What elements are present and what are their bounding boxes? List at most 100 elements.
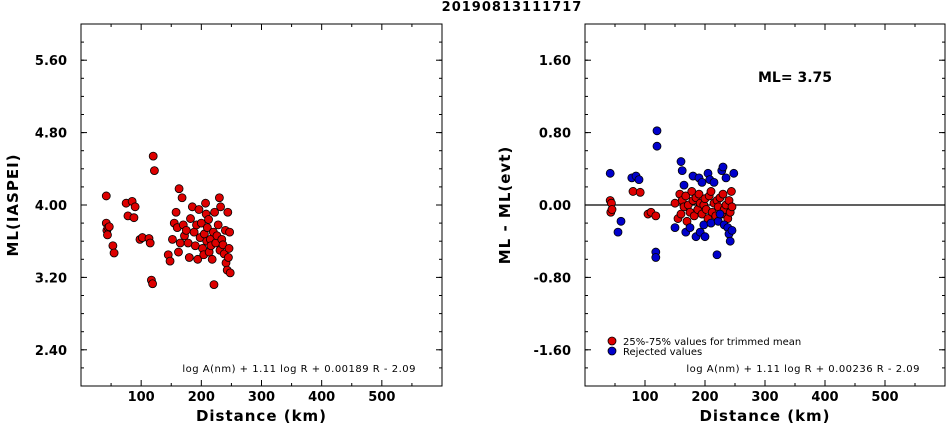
data-point-accepted — [216, 202, 225, 212]
data-point-rejected — [700, 232, 710, 242]
data-point-rejected — [651, 253, 661, 262]
data-point-accepted — [150, 166, 159, 176]
data-point-accepted — [727, 187, 736, 196]
legend-marker — [607, 336, 617, 346]
x-tick-label: 300 — [751, 390, 778, 405]
x-tick-label: 100 — [631, 390, 658, 405]
data-point-rejected — [709, 177, 719, 187]
x-axis-title: Distance (km) — [196, 407, 327, 425]
data-point-accepted — [175, 238, 185, 248]
data-point-rejected — [727, 225, 737, 235]
y-tick-label: -0.80 — [534, 271, 571, 286]
data-point-accepted — [204, 215, 213, 224]
data-point-accepted — [194, 205, 204, 214]
y-tick-label: 1.60 — [539, 54, 571, 69]
data-point-rejected — [699, 220, 709, 230]
data-point-accepted — [165, 256, 175, 266]
x-tick-label: 400 — [811, 390, 838, 405]
data-point-accepted — [181, 225, 191, 235]
data-point-accepted — [607, 205, 617, 214]
y-tick-label: 2.40 — [35, 344, 67, 359]
data-point-rejected — [676, 157, 686, 166]
data-point-rejected — [715, 209, 725, 219]
legend-marker — [607, 346, 617, 356]
data-point-accepted — [168, 234, 177, 244]
y-tick-label: 0.80 — [539, 127, 571, 142]
data-point-rejected — [616, 216, 626, 226]
y-tick-label: 4.80 — [35, 127, 67, 142]
formula-label: log A(nm) + 1.11 log R + 0.00189 R - 2.0… — [182, 364, 416, 375]
data-point-accepted — [183, 238, 193, 248]
y-tick-label: 3.20 — [35, 271, 67, 286]
data-point-accepted — [213, 220, 223, 230]
right-panel: 100 200 300 400 500 -1.60 -0.80 0.00 0.80 1.60 Dis… — [496, 23, 946, 425]
data-point-accepted — [651, 211, 661, 221]
data-point-accepted — [223, 207, 233, 217]
legend-label: 25%-75% values for trimmed mean — [623, 337, 801, 348]
data-point-rejected — [652, 126, 662, 136]
data-point-accepted — [103, 230, 112, 240]
data-point-accepted — [201, 198, 210, 208]
data-point-accepted — [224, 244, 234, 253]
data-point-accepted — [129, 213, 139, 223]
data-point-rejected — [634, 175, 644, 185]
data-point-rejected — [613, 227, 623, 237]
data-point-accepted — [224, 253, 233, 262]
data-point-rejected — [718, 162, 728, 172]
data-point-accepted — [676, 209, 686, 219]
data-point-rejected — [725, 236, 735, 246]
chart-title: 20190813111717 — [442, 0, 583, 15]
y-tick-label: 5.60 — [35, 54, 67, 69]
data-point-accepted — [706, 187, 716, 196]
data-point-accepted — [635, 187, 645, 197]
x-axis-title: Distance (km) — [699, 407, 830, 425]
data-point-rejected — [679, 180, 689, 190]
data-point-accepted — [104, 222, 114, 232]
data-point-accepted — [210, 207, 219, 217]
data-point-rejected — [706, 218, 716, 228]
data-point-rejected — [670, 223, 680, 233]
data-point-accepted — [130, 202, 140, 212]
data-point-accepted — [670, 198, 680, 208]
data-point-accepted — [694, 189, 704, 199]
data-point-rejected — [712, 250, 722, 260]
data-point-accepted — [145, 238, 155, 248]
data-point-rejected — [605, 168, 615, 178]
data-point-accepted — [225, 227, 235, 237]
y-axis-title: ML(IASPEI) — [4, 153, 22, 256]
data-point-accepted — [108, 241, 118, 251]
data-point-accepted — [193, 254, 203, 264]
data-point-accepted — [214, 193, 224, 203]
data-point-accepted — [186, 214, 195, 223]
y-tick-label: 4.00 — [35, 199, 67, 214]
data-point-accepted — [101, 191, 111, 201]
data-point-accepted — [148, 151, 158, 161]
data-point-accepted — [628, 187, 638, 196]
formula-label: log A(nm) + 1.11 log R + 0.00236 R - 2.0… — [686, 364, 920, 375]
data-point-accepted — [207, 254, 217, 264]
data-point-accepted — [148, 279, 157, 289]
data-point-accepted — [109, 248, 119, 258]
x-tick-label: 200 — [188, 390, 215, 405]
data-point-rejected — [685, 223, 695, 233]
legend-label: Rejected values — [623, 347, 702, 358]
x-tick-label: 500 — [871, 390, 898, 405]
data-point-accepted — [171, 207, 181, 217]
data-point-accepted — [681, 191, 691, 201]
data-point-accepted — [718, 189, 728, 199]
data-point-accepted — [727, 202, 737, 212]
data-point-accepted — [196, 218, 206, 228]
data-point-rejected — [652, 141, 662, 151]
data-point-accepted — [190, 241, 200, 251]
data-point-accepted — [174, 247, 183, 257]
data-point-accepted — [177, 193, 187, 203]
data-point-rejected — [729, 168, 739, 178]
left-panel: 100 200 300 400 500 2.40 3.20 4.00 4.80 5.60 Dista… — [4, 23, 443, 425]
y-tick-label: 0.00 — [539, 199, 571, 214]
data-point-accepted — [174, 184, 184, 194]
data-point-accepted — [209, 280, 219, 290]
data-point-accepted — [225, 268, 235, 278]
data-point-rejected — [697, 177, 707, 187]
x-tick-label: 400 — [308, 390, 335, 405]
